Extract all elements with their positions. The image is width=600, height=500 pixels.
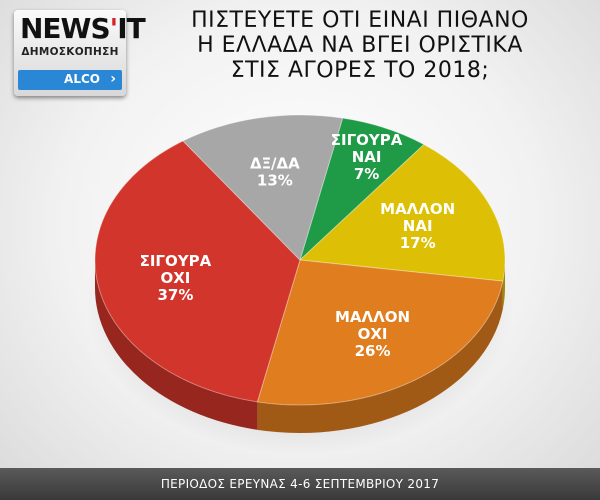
pie-value-label-0: 7% <box>354 165 379 183</box>
logo-partner-name: ALCO <box>64 72 100 86</box>
newsit-logo: NEWS'IT ΔΗΜΟΣΚΟΠΗΣΗ ALCO › <box>14 10 146 96</box>
pie-category-label-2: ΜΑΛΛΟΝ <box>335 308 410 326</box>
logo-subtitle: ΔΗΜΟΣΚΟΠΗΣΗ <box>21 46 119 58</box>
chart-title-line-1: ΠΙΣΤΕΥΕΤΕ ΟΤΙ ΕΙΝΑΙ ΠΙΘΑΝΟ <box>191 8 529 33</box>
pie-category-label-3: ΣΙΓΟΥΡΑ <box>140 252 212 270</box>
pie-top <box>94 114 506 406</box>
pie-side-1 <box>502 260 505 310</box>
pie-slice-2 <box>256 259 504 406</box>
pie-side-3 <box>95 260 258 430</box>
chart-title-line-2: Η ΕΛΛΑΔΑ ΝΑ ΒΓΕΙ ΟΡΙΣΤΙΚΑ <box>197 33 523 58</box>
chevron-right-icon: › <box>110 71 116 87</box>
pie-category-label-1: ΝΑΙ <box>403 217 433 235</box>
pie-labels: ΣΙΓΟΥΡΑΝΑΙ7%ΜΑΛΛΟΝΝΑΙ17%ΜΑΛΛΟΝΟΧΙ26%ΣΙΓΟ… <box>140 131 456 360</box>
pie-category-label-0: ΣΙΓΟΥΡΑ <box>331 131 403 149</box>
pie-sides <box>95 260 505 433</box>
survey-period-footer: ΠΕΡΙΟΔΟΣ ΕΡΕΥΝΑΣ 4-6 ΣΕΠΤΕΜΒΡΙΟΥ 2017 <box>0 468 600 500</box>
pie-value-label-1: 17% <box>400 234 436 252</box>
logo-wordmark: NEWS'IT <box>20 12 146 45</box>
pie-category-label-0: ΝΑΙ <box>352 148 382 166</box>
pie-value-label-2: 26% <box>355 342 391 360</box>
pie-category-label-3: ΟΧΙ <box>160 269 190 287</box>
chart-title: ΠΙΣΤΕΥΕΤΕ ΟΤΙ ΕΙΝΑΙ ΠΙΘΑΝΟ Η ΕΛΛΑΔΑ ΝΑ Β… <box>135 8 585 83</box>
chart-title-line-3: ΣΤΙΣ ΑΓΟΡΕΣ ΤΟ 2018; <box>230 58 490 83</box>
pie-value-label-3: 37% <box>157 286 193 304</box>
pie-slice-3 <box>94 140 301 403</box>
pie-category-label-2: ΟΧΙ <box>358 325 388 343</box>
pie-slice-1 <box>298 143 506 282</box>
pie-side-2 <box>257 281 503 433</box>
logo-brand-main: NEWS <box>20 12 111 45</box>
pie-category-label-4: ΔΞ/ΔΑ <box>250 154 300 172</box>
logo-brand-end: IT <box>117 12 146 45</box>
logo-brand-apostrophe: ' <box>109 12 119 45</box>
pie-slice-0 <box>298 117 425 262</box>
pie-slice-4 <box>182 114 344 261</box>
logo-partner-bar: ALCO › <box>18 70 122 90</box>
pie-category-label-1: ΜΑΛΛΟΝ <box>380 200 455 218</box>
pie-value-label-4: 13% <box>257 171 293 189</box>
